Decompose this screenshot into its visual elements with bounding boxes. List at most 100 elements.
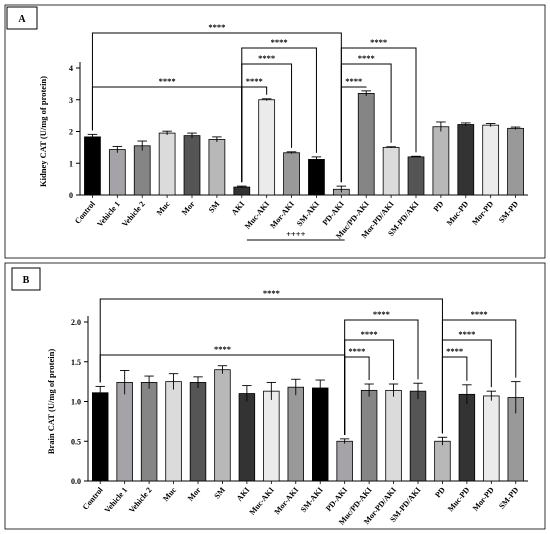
bar — [283, 152, 300, 196]
panel-label: B — [23, 275, 30, 286]
x-tick-label: Muc-AKI — [248, 486, 276, 517]
panel-frame — [4, 4, 546, 259]
x-tick-label: Muc-PD — [446, 485, 472, 513]
y-tick-label: 2.0 — [71, 318, 81, 327]
x-tick-label: PD — [432, 199, 446, 213]
bar — [407, 156, 425, 196]
bar — [482, 124, 500, 196]
x-tick-label: Mor — [180, 199, 197, 217]
bar — [84, 136, 101, 196]
bar — [382, 146, 400, 196]
significance-label: **** — [258, 53, 275, 63]
x-tick-label: Vehicle 2 — [127, 486, 154, 515]
y-axis-label: Brain CAT (U/mg of protein) — [46, 349, 56, 454]
bar — [432, 126, 450, 196]
x-tick-label: AKI — [230, 200, 247, 217]
x-tick-label: Control — [73, 199, 97, 226]
significance-label: **** — [370, 37, 387, 47]
bar — [336, 440, 353, 482]
x-tick-label: SM-PD — [497, 485, 520, 510]
bar — [385, 389, 402, 482]
bar — [92, 392, 109, 482]
significance-bracket — [340, 47, 417, 183]
bar — [311, 387, 329, 482]
y-tick-label: 3 — [69, 96, 73, 105]
bar — [183, 135, 201, 196]
significance-label: ++++ — [286, 229, 306, 239]
x-tick-label: SM — [207, 199, 222, 214]
bar — [507, 127, 524, 196]
x-tick-label: PD — [433, 485, 447, 499]
significance-bracket — [241, 86, 268, 183]
significance-label: **** — [159, 76, 176, 86]
y-tick-label: 1.0 — [71, 398, 81, 407]
bar — [238, 393, 256, 482]
significance-bracket — [344, 319, 419, 435]
significance-bracket — [344, 356, 370, 435]
x-tick-label: Mor-AKI — [268, 200, 296, 231]
significance-label: **** — [214, 344, 231, 354]
x-tick-label: Mor — [186, 485, 203, 503]
x-tick-label: SM-AKI — [295, 200, 321, 229]
significance-label: **** — [263, 288, 280, 298]
significance-bracket — [441, 319, 517, 434]
bar — [214, 369, 231, 482]
significance-label: **** — [271, 37, 288, 47]
x-tick-label: Muc-AKI — [243, 200, 271, 231]
bar — [189, 382, 207, 482]
significance-label: **** — [373, 309, 390, 319]
y-tick-label: 1.5 — [71, 358, 81, 367]
y-tick-label: 0 — [69, 191, 73, 200]
bar — [434, 440, 451, 482]
bar — [360, 389, 378, 482]
bar — [208, 139, 226, 196]
bar — [108, 149, 126, 196]
x-tick-label: Mor-PD — [470, 199, 495, 227]
bar — [409, 390, 427, 482]
chart-panel-A: A 0 1 2 3 4 Kidney CAT (U/mg of protein) Contro… — [4, 4, 546, 259]
bar — [483, 395, 500, 482]
y-tick-label: 0.0 — [71, 477, 81, 486]
bar — [133, 145, 151, 196]
bar — [116, 382, 133, 482]
bar — [258, 99, 276, 196]
y-tick-label: 4 — [69, 64, 73, 73]
significance-bracket — [340, 86, 367, 183]
significance-label: **** — [471, 309, 488, 319]
significance-bracket — [241, 47, 317, 183]
bar — [165, 381, 182, 482]
significance-label: **** — [246, 76, 263, 86]
bar — [158, 132, 176, 196]
bar — [357, 93, 375, 196]
bar — [287, 386, 305, 482]
significance-label: **** — [345, 76, 362, 86]
bar — [458, 393, 476, 482]
significance-label: **** — [458, 329, 475, 339]
chart-panel-B: B 0.0 0.5 1.0 1.5 2.0 Brain CAT (U/mg of prote… — [4, 229, 546, 530]
x-tick-label: AKI — [235, 486, 252, 503]
x-tick-label: PD-AKI — [324, 486, 349, 514]
significance-label: **** — [446, 346, 463, 356]
bar — [263, 390, 280, 482]
y-tick-label: 0.5 — [71, 437, 81, 446]
x-tick-label: Mor-AKI — [272, 486, 300, 517]
x-tick-label: PD-AKI — [321, 200, 346, 228]
significance-bracket — [441, 356, 468, 434]
x-tick-label: Muc-PD — [445, 199, 471, 227]
x-tick-label: Control — [81, 485, 105, 512]
y-tick-label: 2 — [69, 128, 73, 137]
significance-label: **** — [361, 329, 378, 339]
bar — [457, 124, 475, 196]
x-tick-label: SM — [212, 485, 227, 500]
x-tick-label: SM-PD — [497, 199, 520, 224]
x-tick-label: SM-AKI — [299, 486, 325, 515]
significance-label: **** — [208, 22, 225, 32]
bar — [233, 186, 251, 196]
x-tick-label: Vehicle 2 — [120, 200, 147, 229]
significance-label: **** — [358, 53, 375, 63]
y-tick-label: 1 — [69, 159, 73, 168]
panel-label: A — [18, 14, 26, 25]
x-tick-label: Vehicle 1 — [95, 200, 122, 229]
panel-frame — [4, 262, 546, 530]
